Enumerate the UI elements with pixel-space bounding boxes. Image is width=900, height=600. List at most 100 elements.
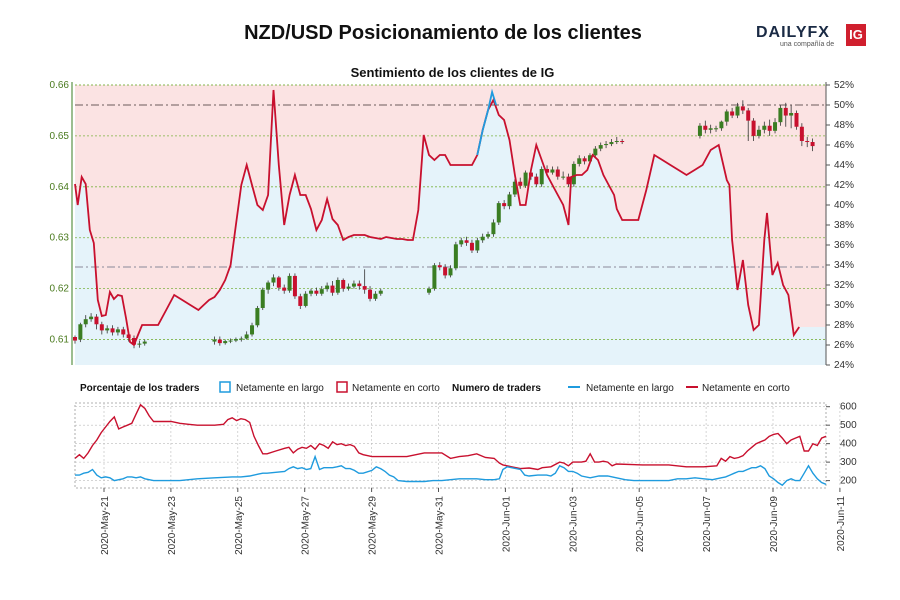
candle <box>319 289 324 294</box>
date-tick-label: 2020-May-25 <box>234 496 245 555</box>
candle <box>83 319 88 325</box>
candle <box>78 324 83 340</box>
candle <box>437 265 442 268</box>
candle <box>756 129 761 136</box>
count-axis-tick: 400 <box>840 439 857 450</box>
candle <box>89 316 94 320</box>
candle <box>115 329 120 333</box>
candle <box>298 296 303 306</box>
date-tick-label: 2020-May-21 <box>100 496 111 555</box>
candle <box>303 293 308 306</box>
candle <box>142 341 147 344</box>
date-tick-label: 2020-Jun-09 <box>769 496 780 553</box>
candle <box>746 110 751 121</box>
candle <box>346 286 351 289</box>
lower-panel-frame <box>74 402 827 489</box>
candle <box>502 203 507 207</box>
right-axis-tick: 24% <box>834 360 854 371</box>
candle <box>762 125 767 130</box>
right-axis-tick: 26% <box>834 340 854 351</box>
candle <box>73 337 77 341</box>
candle <box>773 122 778 131</box>
candle <box>276 277 281 288</box>
net-short-count-line <box>74 403 827 471</box>
candle <box>566 176 571 185</box>
candle <box>708 128 713 130</box>
candle <box>432 265 437 289</box>
right-axis-tick: 40% <box>834 200 854 211</box>
right-axis-tick: 46% <box>834 140 854 151</box>
candle <box>751 120 756 136</box>
count-axis-tick: 600 <box>840 402 857 413</box>
candle <box>582 158 587 162</box>
legend-pct-short-swatch <box>336 381 348 393</box>
date-tick-label: 2020-Jun-01 <box>501 496 512 553</box>
date-tick-label: 2020-May-27 <box>301 496 312 555</box>
left-axis-tick: 0.63 <box>50 233 70 244</box>
candle <box>620 141 625 143</box>
candle <box>223 341 228 344</box>
candle <box>778 107 783 123</box>
date-tick-label: 2020-Jun-07 <box>702 496 713 553</box>
candle <box>561 176 566 178</box>
candle <box>448 268 453 276</box>
left-axis-tick: 0.61 <box>50 335 70 346</box>
ig-badge: IG <box>846 24 866 46</box>
candle <box>373 293 378 299</box>
candle <box>351 283 356 287</box>
right-axis-tick: 48% <box>834 120 854 131</box>
candle <box>105 328 110 331</box>
candle <box>491 222 496 235</box>
candle <box>730 111 735 116</box>
candle <box>593 148 598 156</box>
candle <box>539 169 544 185</box>
right-axis-tick: 38% <box>834 220 854 231</box>
candle <box>453 244 458 269</box>
candle <box>132 338 137 345</box>
left-axis-tick: 0.62 <box>50 284 70 295</box>
dailyfx-logo: DAILYFX una compañía de IG <box>756 24 868 50</box>
candle <box>805 141 810 143</box>
right-axis-tick: 36% <box>834 240 854 251</box>
candle <box>740 106 745 111</box>
left-axis-tick: 0.66 <box>50 80 70 91</box>
legend-pct-long-swatch <box>219 381 231 393</box>
candle <box>325 285 330 290</box>
right-axis-tick: 30% <box>834 300 854 311</box>
candle <box>330 285 335 293</box>
candle <box>314 290 319 294</box>
candle <box>783 107 788 116</box>
date-tick-label: 2020-May-29 <box>368 496 379 555</box>
chart-subtitle: Sentimiento de los clientes de IG <box>350 65 555 80</box>
candle <box>459 240 464 245</box>
candle <box>137 343 142 345</box>
count-axis-tick: 300 <box>840 457 857 468</box>
candle <box>212 339 217 342</box>
legend-pct-long: Netamente en largo <box>236 383 324 394</box>
candle <box>577 158 582 164</box>
candle <box>614 141 619 143</box>
candle <box>469 242 474 251</box>
legend-num-long: Netamente en largo <box>586 383 674 394</box>
net-short-area <box>75 85 826 345</box>
candle <box>260 289 265 308</box>
date-tick-label: 2020-Jun-11 <box>836 496 847 552</box>
candle <box>378 290 383 294</box>
candle <box>475 240 480 251</box>
logo-word: DAILYFX <box>756 24 830 41</box>
date-tick-label: 2020-Jun-05 <box>635 496 646 553</box>
candle <box>587 155 592 162</box>
legend-pct-short: Netamente en corto <box>352 383 440 394</box>
candle <box>496 203 501 223</box>
candle <box>239 338 244 340</box>
right-axis-tick: 34% <box>834 260 854 271</box>
candle <box>282 287 287 291</box>
candle <box>250 325 255 335</box>
candle <box>555 169 560 177</box>
candle <box>534 176 539 185</box>
candle <box>464 240 469 243</box>
candle <box>94 316 99 325</box>
candle <box>357 283 362 287</box>
net-long-count-line <box>75 454 827 487</box>
